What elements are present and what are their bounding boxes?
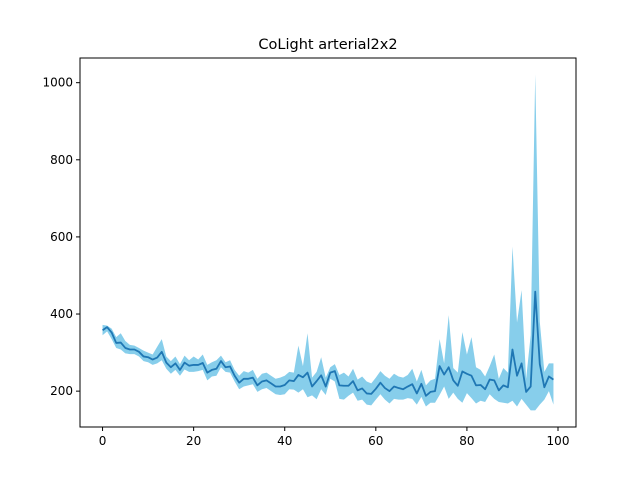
axes-frame (79, 57, 577, 428)
y-tick-label: 1000 (42, 76, 73, 90)
mean-line (102, 290, 554, 397)
y-tick-label: 800 (50, 153, 73, 167)
chart-title: CoLight arterial2x2 (258, 37, 397, 53)
x-tick-label: 20 (186, 434, 201, 448)
x-axis: 0 20 40 60 80 100 (99, 427, 570, 448)
y-tick-label: 400 (50, 307, 73, 321)
y-tick-label: 200 (50, 384, 73, 398)
x-tick-label: 100 (547, 434, 570, 448)
y-axis: 200 400 600 800 1000 (42, 76, 80, 398)
plot-area (102, 74, 554, 411)
x-tick-label: 60 (368, 434, 383, 448)
x-tick-label: 0 (99, 434, 107, 448)
y-tick-label: 600 (50, 230, 73, 244)
x-tick-label: 80 (459, 434, 474, 448)
x-tick-label: 40 (277, 434, 292, 448)
